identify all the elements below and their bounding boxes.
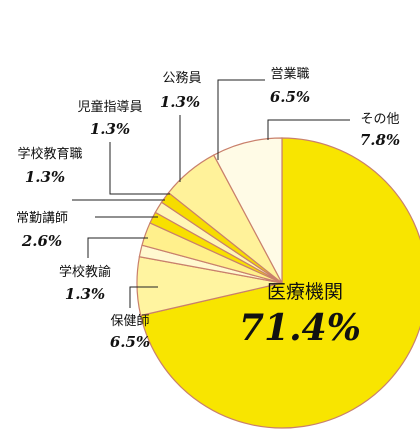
slice-label: 保健師 (110, 314, 149, 329)
pie (136, 137, 420, 429)
value-label: 6.5% (270, 88, 310, 106)
value-label: 1.3% (90, 120, 130, 138)
value-label: 6.5% (110, 333, 150, 351)
value-label: 2.6% (21, 232, 62, 250)
slice-label: 学校教諭 (59, 264, 111, 280)
leader-line (267, 119, 350, 140)
leader-line (109, 142, 170, 195)
value-label: 1.3% (65, 285, 105, 303)
slice-label: 営業職 (270, 66, 309, 82)
slice-label: 常勤講師 (16, 210, 68, 226)
value-label: 7.8% (360, 131, 400, 149)
pie-slice (212, 137, 283, 284)
leader-line (217, 79, 265, 160)
value-label: 1.3% (160, 93, 200, 111)
slice-label: 医療機関 (267, 281, 343, 303)
pie-slice (139, 137, 420, 429)
value-label: 71.4% (239, 307, 361, 349)
leader-line (87, 237, 148, 258)
slice-label: 公務員 (162, 71, 201, 86)
slice-label: 児童指導員 (77, 99, 142, 115)
value-label: 1.3% (25, 168, 65, 186)
leader-line (129, 286, 158, 308)
slice-label: その他 (360, 112, 399, 127)
slice-label: 学校教育職 (17, 146, 82, 162)
